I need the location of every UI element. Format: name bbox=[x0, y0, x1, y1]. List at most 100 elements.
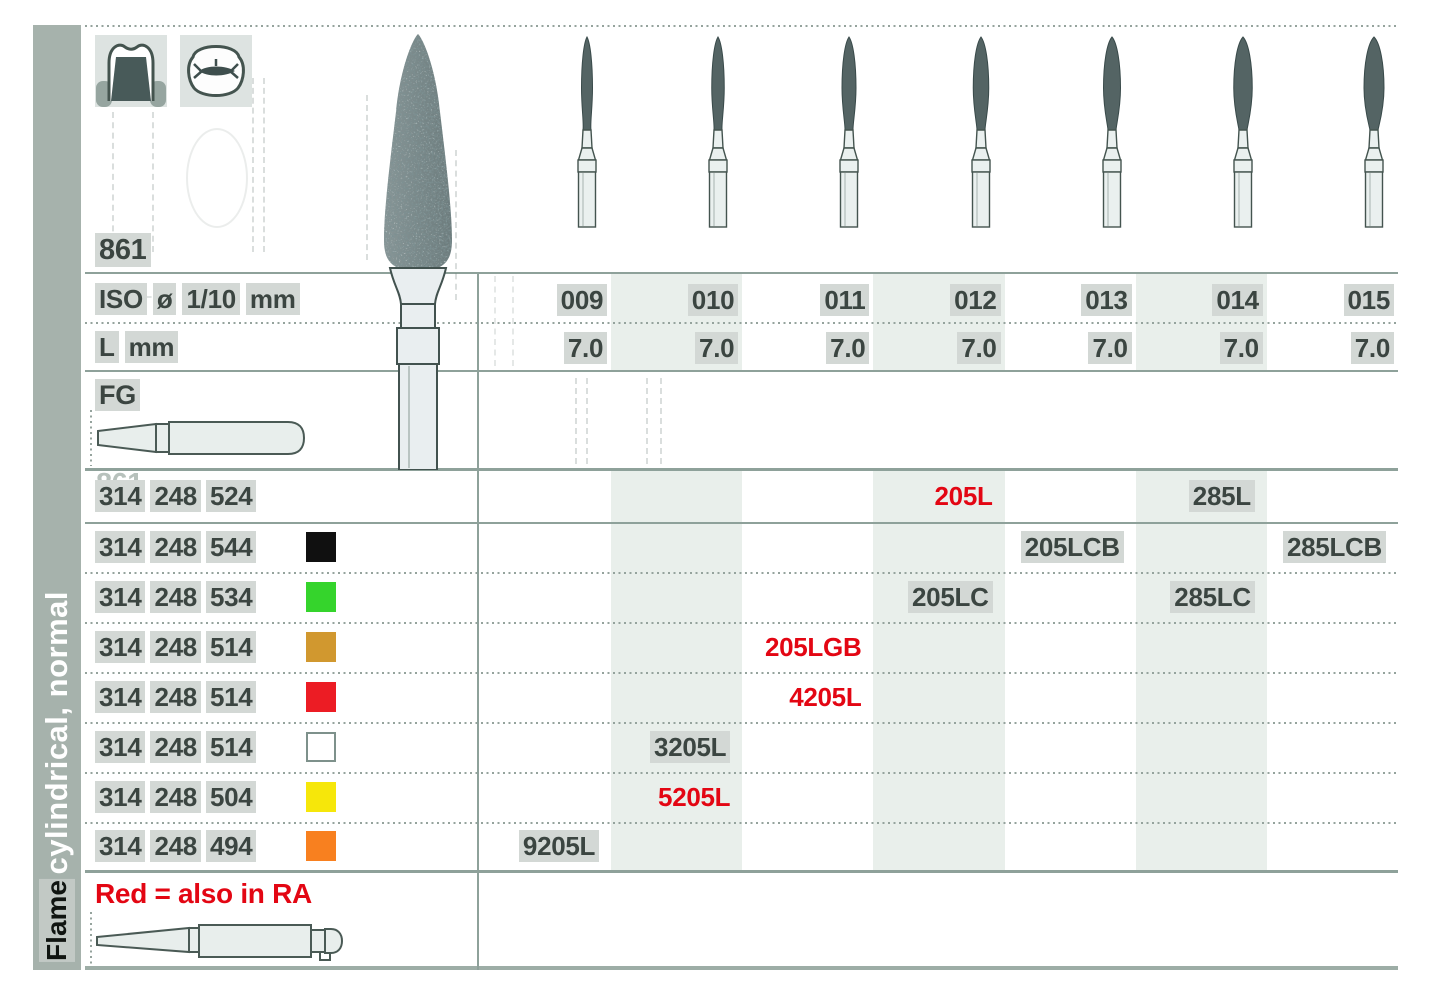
product-row: 314 248 534 bbox=[85, 572, 477, 622]
product-code-cell: 5205L bbox=[611, 772, 742, 822]
label-word: ø bbox=[152, 283, 177, 315]
product-code: 285L bbox=[1188, 480, 1255, 512]
ghost-line bbox=[494, 276, 496, 366]
ruler-ticks bbox=[90, 912, 92, 966]
product-row: 314 248 504 bbox=[85, 772, 477, 822]
iso-value-cell: 010 bbox=[611, 279, 742, 321]
order-number-group: 248 bbox=[150, 630, 201, 663]
ghost-line bbox=[512, 276, 514, 366]
bur-image bbox=[696, 33, 740, 229]
order-number-group: 514 bbox=[205, 680, 257, 713]
label-word: mm bbox=[124, 331, 179, 363]
sidebar-next-section-label-text: Flame bbox=[39, 878, 75, 962]
order-number-group: 314 bbox=[95, 580, 146, 613]
order-number-group: 248 bbox=[150, 829, 201, 862]
order-number-group: 314 bbox=[95, 680, 146, 713]
row-divider-dotted bbox=[85, 622, 1398, 624]
grit-color-swatch-gold bbox=[306, 632, 336, 662]
row-divider-dotted bbox=[85, 822, 1398, 824]
order-number-group: 504 bbox=[205, 780, 257, 813]
shank-type-label: FG bbox=[95, 379, 140, 411]
product-code: 285LCB bbox=[1282, 531, 1386, 563]
column-band bbox=[611, 470, 743, 870]
product-order-number: 314 248 504 bbox=[95, 780, 261, 813]
length-value: 7.0 bbox=[1350, 332, 1394, 364]
order-number-group: 248 bbox=[150, 580, 201, 613]
ghost-line bbox=[366, 95, 368, 260]
product-code: 205LCB bbox=[1020, 531, 1124, 563]
order-number-group: 248 bbox=[150, 730, 201, 763]
product-code-red: 5205L bbox=[658, 782, 731, 812]
ghost-line bbox=[575, 378, 577, 464]
iso-value: 014 bbox=[1212, 284, 1263, 316]
product-order-number: 314 248 524 bbox=[95, 479, 261, 512]
product-row: 314 248 494 bbox=[85, 822, 477, 870]
grit-color-swatch-red bbox=[306, 682, 336, 712]
tooth-crown-icon bbox=[96, 43, 166, 107]
length-value-cell: 7.0 bbox=[742, 327, 873, 369]
rule-length-bottom bbox=[85, 370, 1398, 372]
column-band bbox=[873, 470, 1005, 870]
length-value-cell: 7.0 bbox=[873, 327, 1004, 369]
product-code-cell: 285LCB bbox=[1267, 522, 1398, 572]
product-code-cell: 205LC bbox=[873, 572, 1004, 622]
length-value: 7.0 bbox=[1219, 332, 1263, 364]
bur-image-svg bbox=[577, 35, 597, 228]
grit-color-swatch-green bbox=[306, 582, 336, 612]
grit-color-swatch-black bbox=[306, 532, 336, 562]
product-code: 9205L bbox=[518, 830, 600, 862]
iso-value-cell: 011 bbox=[742, 279, 873, 321]
ghost-line bbox=[660, 378, 662, 464]
order-number-group: 314 bbox=[95, 780, 146, 813]
bur-image-svg bbox=[839, 36, 860, 228]
grit-color-swatch-yellow bbox=[306, 782, 336, 812]
shank-type-text: FG bbox=[95, 379, 140, 411]
bur-image-svg bbox=[1363, 36, 1385, 228]
length-value: 7.0 bbox=[826, 332, 870, 364]
product-code: 285LC bbox=[1170, 581, 1255, 613]
product-order-number: 314 248 514 bbox=[95, 680, 261, 713]
iso-value: 010 bbox=[687, 284, 739, 316]
rule-bottom-border bbox=[85, 966, 1398, 970]
column-band bbox=[1135, 470, 1267, 870]
product-order-number: 314 248 514 bbox=[95, 730, 261, 763]
order-number-group: 248 bbox=[150, 680, 201, 713]
tooth-occlusal-icon bbox=[187, 45, 245, 97]
bur-image bbox=[1352, 33, 1396, 229]
product-order-number: 314 248 534 bbox=[95, 580, 261, 613]
ghost-line bbox=[586, 378, 588, 464]
product-code-red: 4205L bbox=[789, 682, 862, 712]
label-word: 1/10 bbox=[182, 283, 240, 315]
label-word: L bbox=[95, 331, 119, 363]
row-divider-dotted bbox=[85, 722, 1398, 724]
rule-section-divider bbox=[85, 468, 1398, 471]
footer-note: Red = also in RA bbox=[95, 878, 312, 909]
product-code-cell: 285LC bbox=[1136, 572, 1267, 622]
indication-occlusal-box bbox=[180, 35, 252, 107]
product-row: 314 248 514 bbox=[85, 622, 477, 672]
figure-number: 861 bbox=[95, 233, 151, 267]
row-divider-dotted bbox=[85, 572, 1398, 574]
order-number-group: 248 bbox=[150, 530, 201, 563]
product-code-cell: 205L bbox=[873, 470, 1004, 522]
indication-crown-box bbox=[95, 35, 167, 107]
iso-value-cell: 012 bbox=[873, 279, 1004, 321]
length-value-cell: 7.0 bbox=[1005, 327, 1136, 369]
product-code: 3205L bbox=[650, 731, 731, 763]
iso-row-label: ISO ø 1/10 mm bbox=[95, 283, 306, 315]
iso-value-cell: 015 bbox=[1267, 279, 1398, 321]
iso-value-cell: 014 bbox=[1136, 279, 1267, 321]
iso-value-cell: 009 bbox=[480, 279, 611, 321]
length-value: 7.0 bbox=[1088, 332, 1132, 364]
product-row: 314 248 514 bbox=[85, 722, 477, 772]
sidebar-next-section-label: Flame bbox=[33, 872, 81, 968]
row-divider-dotted bbox=[85, 672, 1398, 674]
bur-image bbox=[1090, 33, 1134, 229]
ghost-line bbox=[263, 78, 265, 252]
order-number-group: 314 bbox=[95, 730, 146, 763]
ghost-line bbox=[455, 150, 457, 300]
bur-image bbox=[827, 33, 871, 229]
sidebar-section-label: cylindrical, normal bbox=[33, 590, 81, 875]
order-number-group: 248 bbox=[150, 479, 201, 512]
